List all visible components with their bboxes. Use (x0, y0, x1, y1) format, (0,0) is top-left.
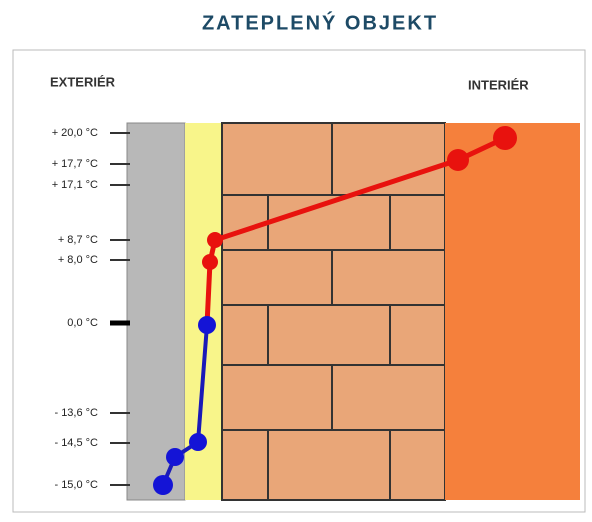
tick-dashes (110, 132, 130, 486)
temp-label: - 13,6 °C (54, 407, 98, 419)
title: ZATEPLENÝ OBJEKT (202, 10, 438, 34)
temp-label: + 8,0 °C (58, 254, 98, 266)
interior-layer (445, 123, 580, 500)
brick-wall (221, 122, 446, 501)
tick-labels: + 20,0 °C + 17,7 °C + 17,1 °C + 8,7 °C +… (52, 127, 98, 491)
temp-label: + 20,0 °C (52, 127, 98, 139)
temp-label: - 14,5 °C (54, 437, 98, 449)
cold-profile (161, 324, 209, 486)
temp-label: + 17,1 °C (52, 179, 98, 191)
temp-label: - 15,0 °C (54, 479, 98, 491)
temp-label: + 8,7 °C (58, 234, 98, 246)
cold-points (153, 316, 216, 495)
warm-points (202, 126, 517, 270)
temp-label: 0,0 °C (67, 317, 98, 329)
interior-label: INTERIÉR (468, 77, 529, 92)
exterior-label: EXTERIÉR (50, 74, 116, 89)
temp-label: + 17,7 °C (52, 158, 98, 170)
exterior-layer (126, 122, 186, 501)
